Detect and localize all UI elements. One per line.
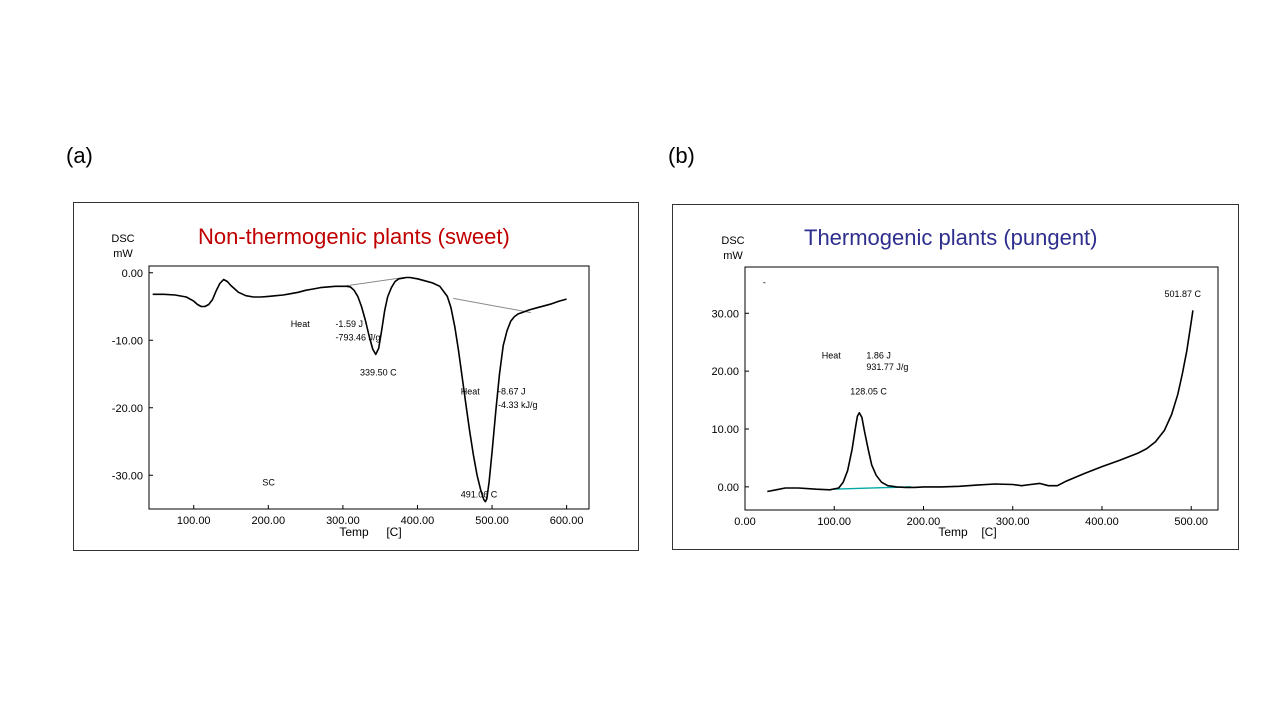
c1-y-axis-label: DSC (721, 235, 744, 247)
c0-x-tick-label: 100.00 (177, 515, 211, 527)
dsc-chart-panel-b: Thermogenic plants (pungent) 0.00 10.00 20… (672, 204, 1239, 550)
c0-y-tick-label: 0.00 (122, 268, 143, 280)
panel-b-letter: (b) (668, 143, 695, 168)
c0-peak-baseline (453, 297, 531, 314)
c1-y-tick-label: 20.00 (711, 366, 739, 378)
panel-a-letter: (a) (66, 143, 93, 168)
c1-x-tick-label: 200.00 (907, 516, 941, 528)
c0-y-tick-label: -20.00 (112, 403, 143, 415)
c1-x-tick-label: 500.00 (1174, 516, 1208, 528)
dsc-chart-panel-a: Non-thermogenic plants (sweet) 0.00 -10.0… (73, 202, 639, 551)
c0-x-tick-label: 200.00 (251, 515, 285, 527)
c1-x-tick-label: 400.00 (1085, 516, 1119, 528)
dsc-chart-a: 0.00 -10.00 -20.00 -30.00 100.00 200.00 300.00… (111, 233, 590, 539)
c1-annotation: 931.77 J/g (866, 362, 908, 372)
c1-x-tick-label: 100.00 (817, 516, 851, 528)
c0-x-axis-unit: [C] (386, 525, 401, 539)
c0-annotation: -1.59 J (335, 319, 363, 329)
c0-annotation: -793.46 J/g (335, 332, 380, 342)
c0-y-axis-unit: mW (113, 248, 133, 260)
c0-annotation: 339.50 C (360, 367, 397, 377)
c0-annotation: -8.67 J (498, 386, 526, 396)
c0-y-axis-label: DSC (111, 233, 134, 245)
c1-x-tick-label: 0.00 (734, 516, 755, 528)
c1-plot-frame (744, 266, 1219, 511)
c0-x-tick-label: 300.00 (326, 515, 360, 527)
c1-x-axis-label: Temp (938, 525, 968, 539)
c0-x-tick-label: 600.00 (550, 515, 584, 527)
c1-x-axis-unit: [C] (981, 525, 996, 539)
c0-annotation: 491.06 C (461, 490, 498, 500)
c1-y-tick-label: 30.00 (711, 308, 739, 320)
c0-y-tick-label: -10.00 (112, 335, 143, 347)
c0-y-tick-label: -30.00 (112, 470, 143, 482)
c0-annotation: Heat (291, 319, 311, 329)
c1-x-tick-label: 300.00 (996, 516, 1030, 528)
c0-x-axis-label: Temp (339, 525, 369, 539)
c1-y-tick-label: 10.00 (711, 424, 739, 436)
c0-plot-frame (148, 265, 590, 510)
c0-x-tick-label: 500.00 (475, 515, 509, 527)
chart-title-b: Thermogenic plants (pungent) (804, 225, 1098, 250)
c0-peak-baseline (342, 276, 405, 287)
c1-annotation: Heat (822, 350, 842, 360)
c1-annotation: 128.05 C (850, 386, 887, 396)
chart-title-a: Non-thermogenic plants (sweet) (198, 224, 510, 249)
c1-dsc-curve (767, 310, 1194, 493)
c0-annotation: Heat (461, 386, 481, 396)
c1-annotation: 1.86 J (866, 350, 891, 360)
c1-annotation: - (763, 278, 766, 288)
c1-y-axis-unit: mW (723, 250, 743, 262)
dsc-chart-b: 0.00 10.00 20.00 30.00 0.00 100.00 200.00 300.0… (711, 235, 1219, 539)
c0-x-tick-label: 400.00 (401, 515, 435, 527)
c1-y-tick-label: 0.00 (718, 482, 739, 494)
c1-annotation: 501.87 C (1164, 289, 1201, 299)
c0-dsc-curve (152, 276, 567, 503)
c0-annotation: -4.33 kJ/g (498, 400, 538, 410)
c0-annotation: SC (262, 477, 275, 487)
